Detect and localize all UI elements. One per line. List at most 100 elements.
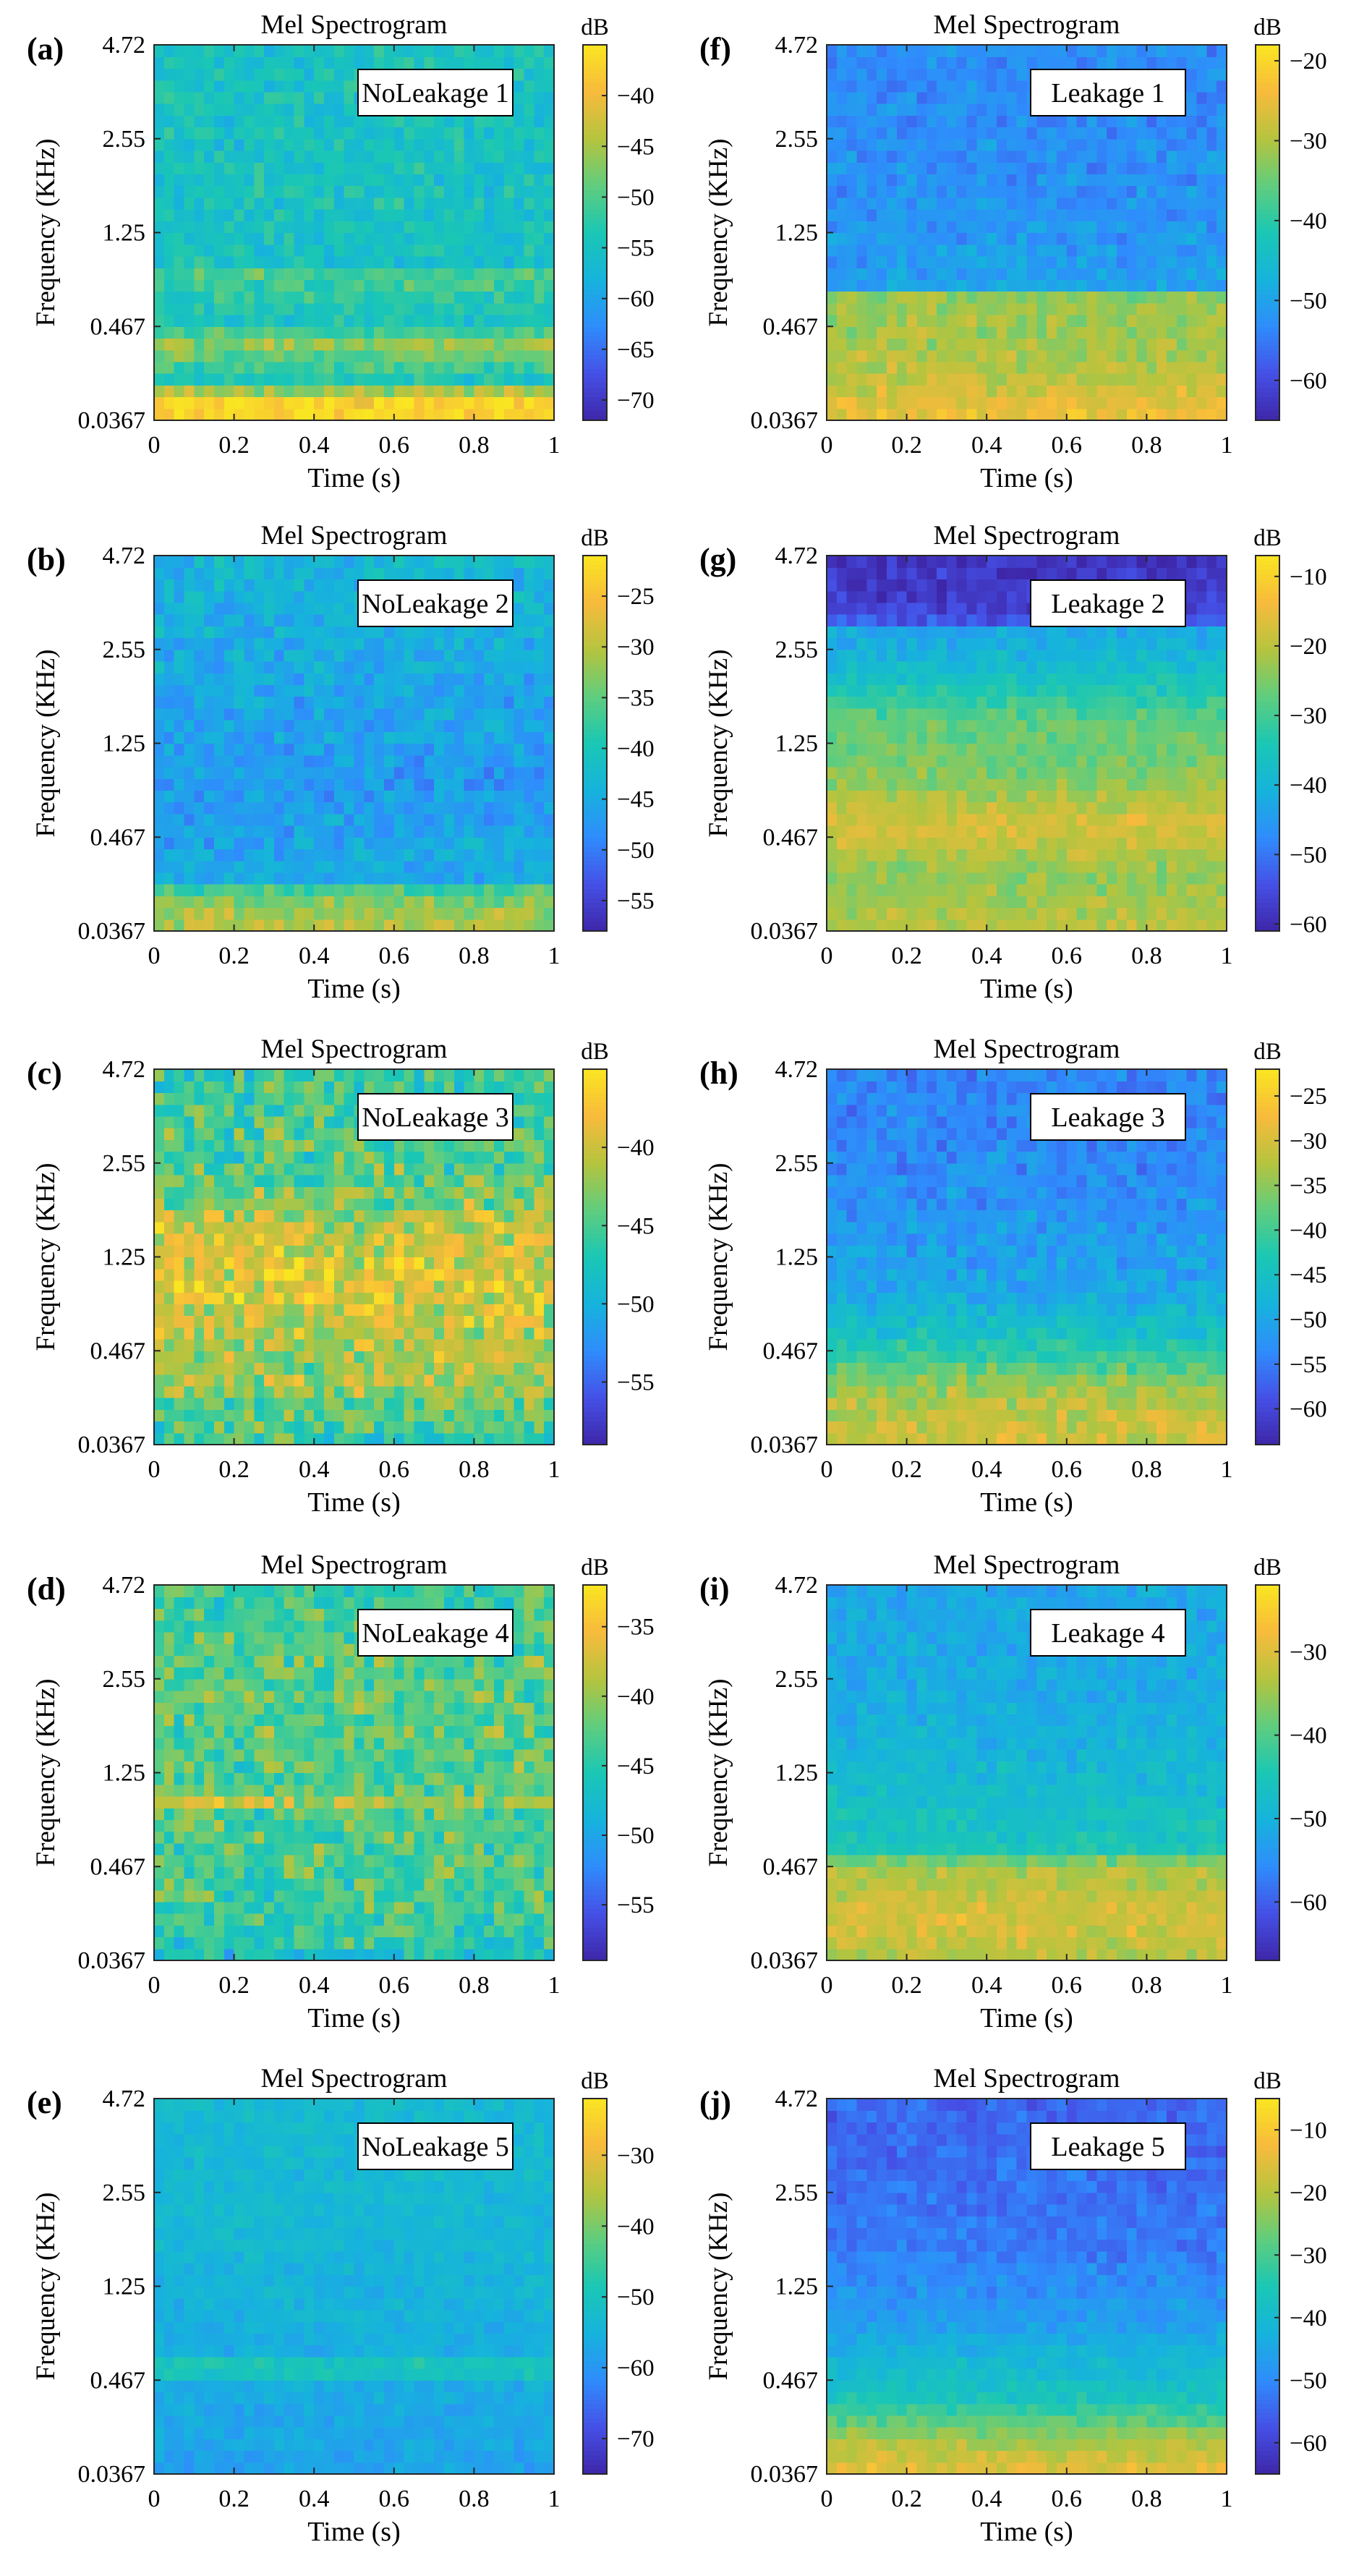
heatmap-cell — [374, 673, 385, 686]
heatmap-cell — [503, 1268, 515, 1281]
heatmap-cell — [273, 1772, 285, 1785]
heatmap-cell — [524, 1292, 534, 1304]
heatmap-cell — [514, 1162, 525, 1176]
heatmap-cell — [383, 315, 395, 327]
heatmap-cell — [484, 1831, 495, 1844]
heatmap-cell — [194, 408, 205, 421]
heatmap-cell — [344, 614, 355, 626]
heatmap-cell — [234, 80, 245, 93]
heatmap-cell — [234, 385, 245, 398]
heatmap-cell — [244, 896, 255, 909]
heatmap-cell — [333, 884, 345, 896]
heatmap-cell — [434, 1139, 445, 1152]
heatmap-cell — [524, 1362, 534, 1375]
heatmap-cell — [244, 1772, 255, 1785]
heatmap-cell — [213, 684, 225, 697]
heatmap-cell — [434, 754, 445, 768]
heatmap-cell — [354, 720, 365, 732]
heatmap-cell — [503, 1855, 515, 1867]
heatmap-cell — [174, 1198, 185, 1211]
heatmap-cell — [364, 115, 375, 128]
heatmap-cell — [254, 1761, 265, 1774]
heatmap-cell — [344, 115, 355, 128]
heatmap-cell — [234, 396, 245, 409]
heatmap-cell — [333, 1174, 345, 1187]
heatmap-cell — [434, 919, 445, 932]
heatmap-cell — [264, 1210, 275, 1223]
heatmap-cell — [464, 1385, 474, 1398]
heatmap-cell — [194, 91, 205, 104]
heatmap-cell — [354, 1948, 365, 1961]
heatmap-cell — [393, 872, 405, 885]
heatmap-cell — [474, 45, 485, 57]
heatmap-cell — [304, 614, 315, 626]
heatmap-cell — [163, 1081, 175, 1094]
colorbar-segment — [583, 1304, 607, 1309]
heatmap-cell — [314, 1913, 325, 1926]
heatmap-cell — [184, 349, 195, 362]
heatmap-cell — [223, 1210, 235, 1223]
heatmap-cell — [424, 1432, 435, 1445]
heatmap-cell — [414, 1304, 425, 1317]
heatmap-cell — [213, 1186, 225, 1199]
heatmap-cell — [464, 1925, 474, 1938]
heatmap-cell — [273, 291, 285, 304]
heatmap-cell — [163, 349, 175, 362]
heatmap-cell — [244, 1327, 255, 1340]
heatmap-cell — [324, 1104, 335, 1117]
heatmap-cell — [514, 825, 525, 838]
heatmap-cell — [534, 174, 545, 187]
heatmap-cell — [163, 80, 175, 93]
heatmap-cell — [294, 1174, 304, 1187]
heatmap-cell — [333, 232, 345, 245]
heatmap-cell — [184, 754, 195, 768]
heatmap-cell — [184, 1432, 195, 1445]
heatmap-cell — [434, 373, 445, 386]
heatmap-cell — [344, 660, 355, 673]
heatmap-cell — [333, 790, 345, 803]
heatmap-cell — [534, 837, 545, 850]
heatmap-cell — [184, 1151, 195, 1164]
heatmap-cell — [204, 1327, 215, 1340]
heatmap-cell — [464, 232, 474, 245]
heatmap-cell — [194, 115, 205, 128]
heatmap-cell — [284, 1221, 295, 1234]
heatmap-cell — [223, 673, 235, 686]
heatmap-cell — [154, 91, 165, 104]
heatmap-cell — [464, 907, 474, 920]
heatmap-cell — [344, 1245, 355, 1258]
heatmap-cell — [404, 150, 415, 163]
heatmap-cell — [434, 1280, 445, 1293]
heatmap-cell — [204, 209, 215, 221]
heatmap-cell — [213, 1339, 225, 1351]
colorbar-segment — [583, 1257, 607, 1262]
heatmap-cell — [354, 1409, 365, 1422]
heatmap-cell — [503, 162, 515, 175]
heatmap-cell — [304, 1409, 315, 1422]
heatmap-cell — [534, 1362, 545, 1375]
heatmap-cell — [314, 1761, 325, 1774]
heatmap-cell — [424, 408, 435, 421]
heatmap-cell — [464, 1795, 474, 1808]
heatmap-cell — [494, 209, 505, 221]
heatmap-cell — [503, 637, 515, 650]
heatmap-cell — [254, 1351, 265, 1364]
heatmap-cell — [434, 291, 445, 304]
heatmap-cell — [474, 790, 485, 803]
heatmap-cell — [324, 1432, 335, 1445]
heatmap-cell — [534, 185, 545, 198]
heatmap-cell — [244, 91, 255, 104]
heatmap-cell — [374, 649, 385, 662]
heatmap-cell — [284, 1842, 295, 1856]
heatmap-cell — [514, 1339, 525, 1351]
heatmap-cell — [333, 221, 345, 234]
heatmap-cell — [464, 1890, 474, 1903]
heatmap-cell — [544, 684, 555, 697]
heatmap-cell — [414, 268, 425, 280]
heatmap-cell — [163, 1069, 175, 1081]
heatmap-cell — [544, 1245, 555, 1258]
heatmap-cell — [194, 907, 205, 920]
heatmap-cell — [344, 860, 355, 873]
heatmap-cell — [333, 637, 345, 650]
heatmap-cell — [443, 1245, 455, 1258]
